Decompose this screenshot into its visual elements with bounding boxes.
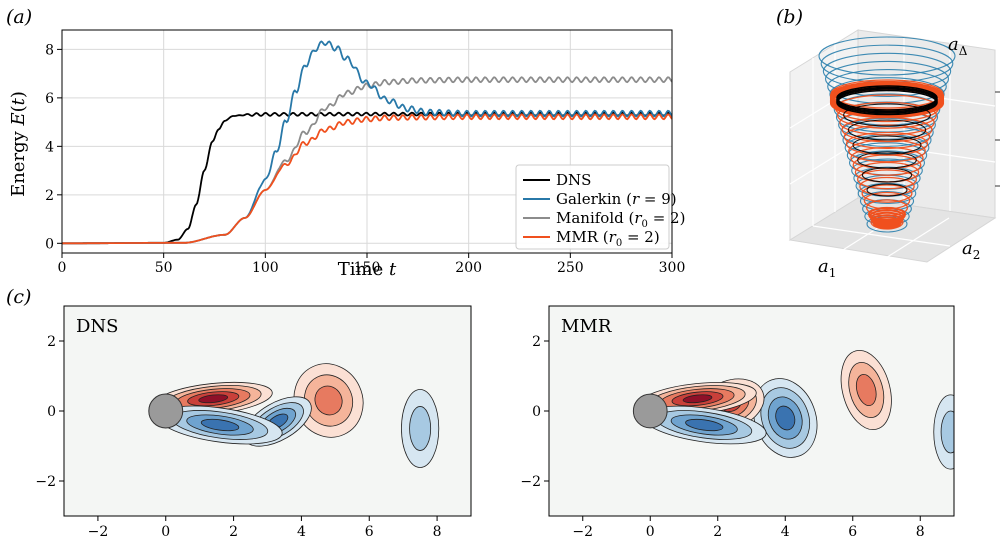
orbit-ring xyxy=(837,101,937,129)
legend-entry-manifold: Manifold (r0 = 2) xyxy=(556,209,685,230)
orbit-rings xyxy=(818,36,956,233)
orbit-ring xyxy=(857,169,917,190)
vortex-contour xyxy=(855,374,877,406)
tick-label-x: 4 xyxy=(781,524,790,540)
tick-label-x: 0 xyxy=(646,524,655,540)
tick-label-y: 8 xyxy=(45,42,54,58)
subplot-title-mmr: MMR xyxy=(561,316,612,337)
tick-label-y: 0 xyxy=(532,404,541,420)
cylinder xyxy=(148,393,184,429)
tick-label-y: 2 xyxy=(532,334,541,350)
series-line xyxy=(62,113,672,245)
vortex-contour xyxy=(685,418,724,432)
orbit-ring xyxy=(872,216,902,228)
orbit-ring xyxy=(873,219,901,229)
orbit-ring xyxy=(824,60,950,97)
vortex-contour xyxy=(775,405,796,431)
x-axis-label-b: a1 xyxy=(818,256,836,280)
vorticity-dns: DNS −2 0 2 4 6 8 2 0 −2 xyxy=(35,305,472,540)
vortex-contour xyxy=(314,385,343,416)
legend-entry-dns: DNS xyxy=(556,171,591,189)
y-axis-label-a: Energy E(t) xyxy=(8,91,29,197)
y-axis-label-b: a2 xyxy=(962,238,980,262)
tick-label-x: 6 xyxy=(365,524,374,540)
tick-label-x: 50 xyxy=(155,260,173,276)
z-axis-label-b: aΔ xyxy=(948,34,968,58)
vortex-contour xyxy=(200,418,240,432)
tick-label-x: 0 xyxy=(161,524,170,540)
orbit-ring xyxy=(852,135,922,155)
tick-label-x: 4 xyxy=(297,524,306,540)
tick-label-y: −2 xyxy=(520,474,541,490)
tick-label-y: 6 xyxy=(45,91,54,107)
tick-label-x: 6 xyxy=(848,524,857,540)
orbit-ring xyxy=(871,214,903,226)
vortex-contour xyxy=(198,394,229,404)
tick-label-x: 200 xyxy=(455,260,482,276)
tick-label-y: 0 xyxy=(47,404,56,420)
orbit-ring xyxy=(843,124,931,149)
orbit-ring xyxy=(852,154,922,176)
orbit-ring xyxy=(869,209,905,223)
legend: DNS Galerkin (r = 9) Manifold (r0 = 2) M… xyxy=(515,164,685,250)
orbit-ring xyxy=(861,167,913,183)
tick-label-x: −2 xyxy=(572,524,593,540)
orbit-ring xyxy=(866,183,908,197)
tick-label-x: 300 xyxy=(659,260,686,276)
panel-label-c: (c) xyxy=(6,286,31,308)
vortex-contour xyxy=(940,410,954,454)
tick-label-x: 150 xyxy=(354,260,381,276)
orbit-ring xyxy=(847,119,927,141)
orbit-ring xyxy=(843,103,931,127)
tick-label-x: 0 xyxy=(58,260,67,276)
vortex-contour xyxy=(682,394,713,404)
tick-label-y: 2 xyxy=(47,334,56,350)
orbit-ring xyxy=(840,117,934,147)
x-axis-label-a: Time t xyxy=(338,259,397,280)
energy-lines xyxy=(62,40,672,245)
legend-entry-galerkin: Galerkin (r = 9) xyxy=(556,190,677,208)
cylinder xyxy=(632,393,668,429)
tick-label-y: 2 xyxy=(45,188,54,204)
legend-box xyxy=(515,164,670,250)
vortex-contour xyxy=(409,406,432,451)
panel-label-a: (a) xyxy=(6,6,32,28)
tick-label-y: −2 xyxy=(35,474,56,490)
tick-label-x: 8 xyxy=(916,524,925,540)
orbit-ring xyxy=(859,176,915,197)
tick-label-y: 4 xyxy=(45,139,54,155)
tick-label-x: −2 xyxy=(88,524,109,540)
tick-label-y: 0 xyxy=(45,236,54,252)
legend-entry-mmr: MMR (r0 = 2) xyxy=(556,228,660,249)
orbit-ring xyxy=(870,211,904,225)
tick-label-x: 250 xyxy=(557,260,584,276)
tick-label-x: 8 xyxy=(433,524,442,540)
tick-label-x: 100 xyxy=(252,260,279,276)
vorticity-mmr: MMR −2 0 2 4 6 8 2 0 −2 xyxy=(520,305,955,540)
ticks-a: 0 50 100 150 200 250 300 0 2 4 6 8 xyxy=(45,42,685,276)
orbit-ring xyxy=(861,184,913,203)
panel-label-b: (b) xyxy=(776,6,803,28)
tick-label-x: 2 xyxy=(713,524,722,540)
tick-label-x: 2 xyxy=(229,524,238,540)
orbit-ring xyxy=(836,89,938,116)
orbit-ring xyxy=(818,36,956,76)
subplot-title-dns: DNS xyxy=(76,316,119,337)
